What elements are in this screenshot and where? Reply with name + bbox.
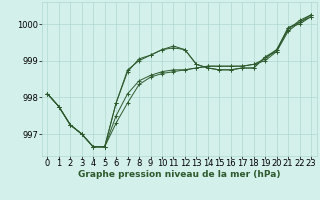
X-axis label: Graphe pression niveau de la mer (hPa): Graphe pression niveau de la mer (hPa): [78, 170, 280, 179]
